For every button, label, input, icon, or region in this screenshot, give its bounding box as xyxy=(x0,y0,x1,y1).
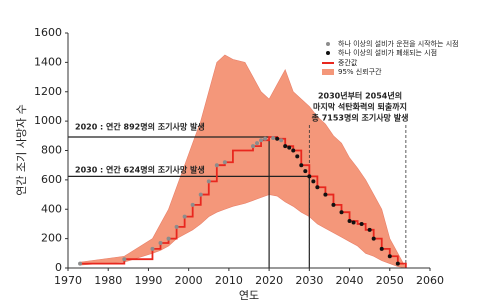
event-point xyxy=(347,219,352,223)
event-point xyxy=(371,236,376,241)
event-point xyxy=(307,174,312,179)
y-tick-label: 800 xyxy=(41,144,62,157)
y-axis-label: 연간 조기 사망자 수 xyxy=(15,104,28,195)
x-tick-label: 1980 xyxy=(94,274,122,287)
event-point xyxy=(259,138,264,143)
event-point xyxy=(78,261,83,266)
y-tick-label: 600 xyxy=(41,173,62,186)
event-point xyxy=(222,160,227,165)
event-point xyxy=(311,179,316,184)
event-point xyxy=(351,220,356,225)
event-point xyxy=(279,138,284,143)
y-tick-label: 400 xyxy=(41,202,62,215)
x-tick-label: 1990 xyxy=(134,274,162,287)
event-point xyxy=(295,154,300,159)
event-point xyxy=(190,202,195,207)
legend-marker xyxy=(326,51,330,55)
legend-label: 하나 이상의 설비가 폐쇄되는 시점 xyxy=(338,48,437,57)
x-tick-label: 2060 xyxy=(416,274,444,287)
y-tick-label: 1000 xyxy=(34,114,62,127)
legend-marker xyxy=(322,69,334,75)
annotation: 마지막 석탄화력의 퇴출까지 xyxy=(313,102,407,112)
x-tick-label: 1970 xyxy=(54,274,82,287)
legend-label: 95% 신뢰구간 xyxy=(338,67,382,76)
annotation: 2020 : 연간 892명의 조기사망 발생 xyxy=(75,122,205,132)
event-point xyxy=(359,221,364,226)
legend-label: 하나 이상의 설비가 운전을 시작하는 시점 xyxy=(338,39,459,48)
event-point xyxy=(206,179,211,184)
event-point xyxy=(367,227,372,232)
y-tick-label: 1600 xyxy=(34,26,62,39)
legend-label: 중간값 xyxy=(338,58,358,67)
event-point xyxy=(387,254,392,259)
x-tick-label: 2020 xyxy=(255,274,283,287)
x-tick-label: 2000 xyxy=(175,274,203,287)
event-point xyxy=(174,224,179,229)
event-point xyxy=(299,163,304,168)
y-tick-label: 0 xyxy=(55,261,62,274)
annotation: 2030 : 연간 624명의 조기사망 발생 xyxy=(75,165,205,175)
event-point xyxy=(182,214,187,219)
x-axis-label: 연도 xyxy=(239,289,259,302)
event-point xyxy=(251,144,256,149)
event-point xyxy=(275,136,280,141)
event-point xyxy=(263,136,268,141)
event-point xyxy=(323,192,328,197)
event-point xyxy=(166,236,171,241)
y-tick-label: 1400 xyxy=(34,55,62,68)
y-tick-label: 200 xyxy=(41,232,62,245)
y-tick-label: 1200 xyxy=(34,85,62,98)
event-point xyxy=(122,257,127,262)
legend-marker xyxy=(326,42,330,46)
event-point xyxy=(158,241,163,246)
event-point xyxy=(287,145,292,150)
event-point xyxy=(303,169,308,174)
x-tick-label: 2050 xyxy=(376,274,404,287)
event-point xyxy=(255,141,260,146)
event-point xyxy=(214,163,219,168)
event-point xyxy=(150,246,155,251)
event-point xyxy=(339,210,344,215)
x-tick-label: 2030 xyxy=(295,274,323,287)
event-point xyxy=(315,185,320,190)
event-point xyxy=(271,136,276,141)
annotation: 2030년부터 2054년의 xyxy=(318,91,402,101)
confidence-band xyxy=(79,54,407,269)
annotation: 총 7153명의 조기사망 발생 xyxy=(312,113,409,123)
x-tick-label: 2010 xyxy=(215,274,243,287)
event-point xyxy=(379,246,384,251)
event-point xyxy=(283,144,288,149)
event-point xyxy=(395,261,400,266)
event-point xyxy=(291,148,296,153)
event-point xyxy=(331,202,336,207)
x-tick-label: 2040 xyxy=(336,274,364,287)
event-point xyxy=(198,192,203,197)
